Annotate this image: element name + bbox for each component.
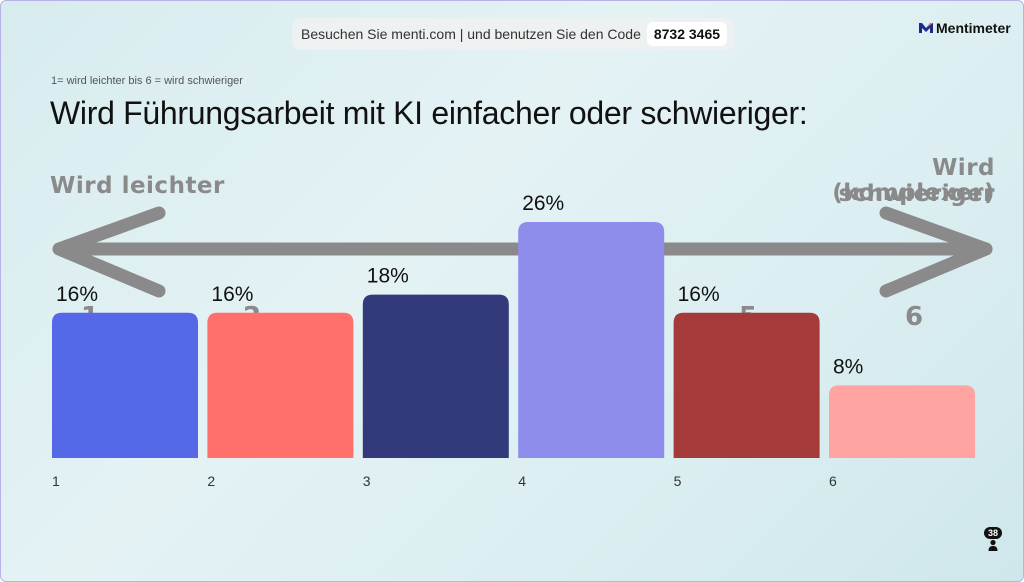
value-label-2: 16% [211,283,253,306]
value-label-1: 16% [56,283,98,306]
brand-logo: Mentimeter [919,20,1011,36]
value-label-3: 18% [367,265,409,288]
category-label-5: 5 [674,473,682,489]
bar-5 [673,312,820,458]
value-label-5: 16% [678,283,720,306]
scale-number-6: 6 [905,302,924,332]
value-label-4: 26% [522,192,564,215]
bar-1 [52,312,198,458]
left-arrowhead [52,206,166,298]
mentimeter-logo-icon [919,23,933,33]
participant-count: 38 [983,527,1002,539]
category-label-3: 3 [363,473,371,489]
bar-3 [362,294,509,458]
category-label-6: 6 [829,473,837,489]
category-label-4: 4 [518,473,526,489]
participant-counter: 38 [983,527,1003,559]
join-code: 8732 3465 [646,22,728,46]
slide-title: Wird Führungsarbeit mit KI einfacher ode… [50,95,808,131]
bar-6 [829,385,975,458]
right-arrowhead [879,206,993,298]
right-arrow-label-line2: (komplexer) [832,180,995,206]
bar-4 [518,222,665,458]
category-label-1: 1 [52,473,60,489]
brand-name: Mentimeter [936,20,1011,36]
join-text: Besuchen Sie menti.com | und benutzen Si… [301,26,641,42]
bar-2 [207,312,354,458]
join-instructions: Besuchen Sie menti.com | und benutzen Si… [292,18,734,50]
left-arrow-label: Wird leichter [50,173,225,199]
value-label-6: 8% [833,355,863,378]
slide-subtitle: 1= wird leichter bis 6 = wird schwierige… [51,75,243,87]
right-arrow-label-line1: Wird schwieriger [838,155,995,207]
person-icon [988,539,998,551]
category-label-2: 2 [207,473,215,489]
